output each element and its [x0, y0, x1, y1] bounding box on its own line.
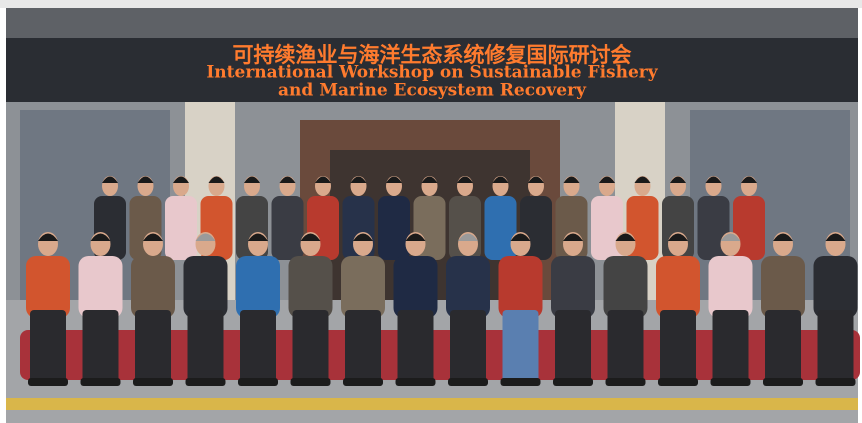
person-legs — [135, 310, 171, 382]
person-body — [183, 256, 228, 318]
person-shoes — [553, 378, 593, 386]
person-body — [165, 196, 197, 260]
person-shoes — [710, 378, 751, 386]
person-hair — [350, 176, 367, 183]
person-hair — [457, 176, 473, 183]
person-body — [288, 256, 333, 318]
person-legs — [660, 310, 696, 382]
person-hair — [741, 176, 757, 183]
person-hair — [510, 233, 531, 241]
banner-chinese: 可持续渔业与海洋生态系统修复国际研讨会 — [233, 43, 632, 67]
person-shoes — [290, 378, 331, 386]
person-shoes — [343, 378, 383, 386]
person-shoes — [238, 378, 278, 386]
person-body — [131, 256, 175, 318]
person-body — [551, 256, 595, 318]
person-hair — [599, 176, 615, 183]
person-hair — [300, 233, 321, 241]
person-body — [341, 256, 385, 318]
person-legs — [240, 310, 276, 382]
person-legs — [397, 310, 434, 382]
person-legs — [82, 310, 119, 382]
person-hair — [244, 176, 260, 183]
person-shoes — [133, 378, 173, 386]
person-hair — [137, 176, 154, 183]
person-hair — [353, 233, 373, 241]
person-hair — [458, 233, 478, 241]
person-hair — [90, 233, 111, 241]
person-body — [498, 256, 543, 318]
person-legs — [345, 310, 381, 382]
person-body — [733, 196, 765, 260]
roof — [6, 8, 858, 38]
banner-english: and Marine Ecosystem Recovery — [278, 81, 587, 101]
person-body — [446, 256, 490, 318]
person-hair — [38, 233, 58, 241]
person-legs — [502, 310, 539, 382]
person-hair — [668, 233, 688, 241]
person-body — [26, 256, 70, 318]
person-legs — [292, 310, 329, 382]
top-strip — [0, 0, 862, 8]
person-shoes — [658, 378, 698, 386]
person-hair — [773, 233, 793, 241]
person-hair — [615, 233, 636, 241]
person-legs — [450, 310, 486, 382]
person-hair — [421, 176, 438, 183]
person-legs — [30, 310, 66, 382]
person-shoes — [448, 378, 488, 386]
person-body — [236, 256, 280, 318]
person-legs — [712, 310, 749, 382]
floor-stripe — [6, 398, 858, 410]
person-shoes — [605, 378, 646, 386]
person-body — [271, 196, 304, 260]
person-shoes — [500, 378, 541, 386]
person-body — [813, 256, 858, 318]
person-hair — [315, 176, 331, 183]
person-hair — [279, 176, 296, 183]
person-body — [378, 196, 410, 260]
person-legs — [817, 310, 854, 382]
person-hair — [173, 176, 189, 183]
person-hair — [386, 176, 402, 183]
person-body — [603, 256, 648, 318]
person-hair — [195, 233, 216, 241]
person-shoes — [815, 378, 856, 386]
person-legs — [607, 310, 644, 382]
person-legs — [765, 310, 801, 382]
person-shoes — [185, 378, 226, 386]
person-hair — [563, 176, 580, 183]
person-hair — [143, 233, 163, 241]
person-hair — [705, 176, 722, 183]
person-body — [656, 256, 700, 318]
person-hair — [528, 176, 544, 183]
person-hair — [405, 233, 426, 241]
person-hair — [248, 233, 268, 241]
person-hair — [492, 176, 509, 183]
person-shoes — [395, 378, 436, 386]
person-hair — [208, 176, 225, 183]
person-body — [393, 256, 438, 318]
person-legs — [187, 310, 224, 382]
person-shoes — [28, 378, 68, 386]
chairs — [20, 330, 860, 380]
person-body — [761, 256, 805, 318]
person-hair — [563, 233, 583, 241]
person-body — [78, 256, 123, 318]
person-hair — [825, 233, 846, 241]
banner-english: International Workshop on Sustainable Fi… — [206, 63, 658, 83]
banner — [6, 38, 858, 102]
person-legs — [555, 310, 591, 382]
person-hair — [634, 176, 651, 183]
person-shoes — [80, 378, 121, 386]
person-body — [591, 196, 623, 260]
person-hair — [720, 233, 741, 241]
people — [26, 176, 858, 386]
person-hair — [670, 176, 686, 183]
person-shoes — [763, 378, 803, 386]
person-body — [708, 256, 753, 318]
person-body — [484, 196, 517, 260]
person-hair — [102, 176, 118, 183]
